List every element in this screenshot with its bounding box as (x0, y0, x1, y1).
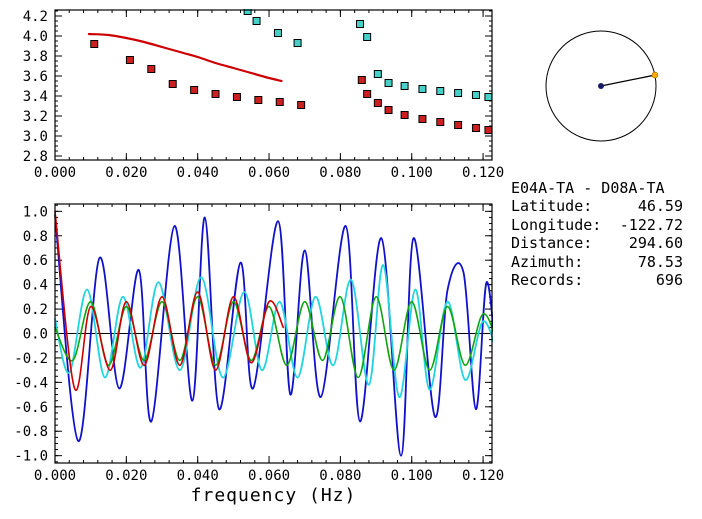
info-row-records: Records: 696 (511, 271, 683, 289)
reference-model-curve (87, 32, 283, 83)
longitude-value: -122.72 (619, 215, 683, 234)
dispersion-panel[interactable]: 0.000 0.020 0.040 0.060 0.080 0.100 0.120 2.8 3.… (23, 8, 504, 182)
y-tick-label: -0.6 (14, 400, 48, 416)
y-tick-label: -0.4 (14, 375, 48, 391)
y-tick-label: 3.6 (23, 69, 48, 85)
cross-spectrum-blue (54, 214, 493, 457)
x-tick-label: 0.080 (319, 468, 361, 484)
x-tick-label: 0.100 (391, 165, 433, 181)
y-tick-label: 0.0 (23, 327, 48, 343)
y-tick-label: 4.0 (23, 29, 48, 45)
info-row-latitude: Latitude: 46.59 (511, 197, 683, 215)
y-tick-label: 3.8 (23, 49, 48, 65)
station-center-dot (598, 83, 604, 89)
x-tick-label: 0.120 (462, 165, 504, 181)
latitude-label: Latitude: (511, 197, 593, 216)
station-pair-title: E04A-TA - D08A-TA (511, 179, 665, 197)
y-tick-label: 4.2 (23, 9, 48, 25)
x-tick-label: 0.080 (319, 165, 361, 181)
y-tick-label: -0.8 (14, 424, 48, 440)
y-tick-label: 0.6 (23, 253, 48, 269)
x-tick-label: 0.040 (177, 468, 219, 484)
azimuth-dial (545, 30, 659, 142)
azimuth-end-dot (651, 71, 659, 79)
info-row-longitude: Longitude: -122.72 (511, 216, 683, 234)
azimuth-line (600, 74, 656, 87)
azimuth-value: 78.53 (637, 252, 683, 271)
x-tick-label: 0.000 (34, 468, 76, 484)
y-tick-label: 3.2 (23, 109, 48, 125)
y-tick-label: -1.0 (14, 449, 48, 465)
x-tick-label: 0.060 (248, 468, 290, 484)
model-spectrum-red (54, 210, 285, 392)
station-info-panel: E04A-TA - D08A-TA Latitude: 46.59 Longit… (511, 179, 683, 289)
y-tick-label: 0.4 (23, 278, 48, 294)
latitude-value: 46.59 (637, 197, 683, 216)
distance-label: Distance: (511, 234, 593, 253)
measured-velocity-red-squares (90, 40, 493, 134)
info-row-distance: Distance: 294.60 (511, 234, 683, 252)
y-tick-label: 0.2 (23, 302, 48, 318)
y-tick-label: 3.0 (23, 129, 48, 145)
distance-value: 294.60 (628, 234, 683, 253)
x-tick-label: 0.060 (248, 165, 290, 181)
records-label: Records: (511, 271, 584, 290)
measured-velocity-cyan-squares (243, 9, 493, 101)
y-tick-label: 0.8 (23, 229, 48, 245)
y-tick-label: 2.8 (23, 149, 48, 165)
azimuth-label: Azimuth: (511, 252, 584, 271)
x-axis-label: frequency (Hz) (190, 485, 357, 506)
x-tick-label: 0.120 (462, 468, 504, 484)
info-row-azimuth: Azimuth: 78.53 (511, 253, 683, 271)
y-tick-label: 1.0 (23, 204, 48, 220)
records-value: 696 (655, 271, 683, 290)
y-tick-label: 3.4 (23, 89, 48, 105)
x-tick-label: 0.020 (105, 165, 147, 181)
x-tick-label: 0.000 (34, 165, 76, 181)
x-tick-label: 0.100 (391, 468, 433, 484)
longitude-label: Longitude: (511, 215, 602, 234)
x-tick-label: 0.020 (105, 468, 147, 484)
spectra-panel[interactable]: 0.000 0.020 0.040 0.060 0.080 0.100 0.120 -1.0 -… (14, 203, 504, 484)
x-tick-label: 0.040 (177, 165, 219, 181)
y-tick-label: -0.2 (14, 351, 48, 367)
